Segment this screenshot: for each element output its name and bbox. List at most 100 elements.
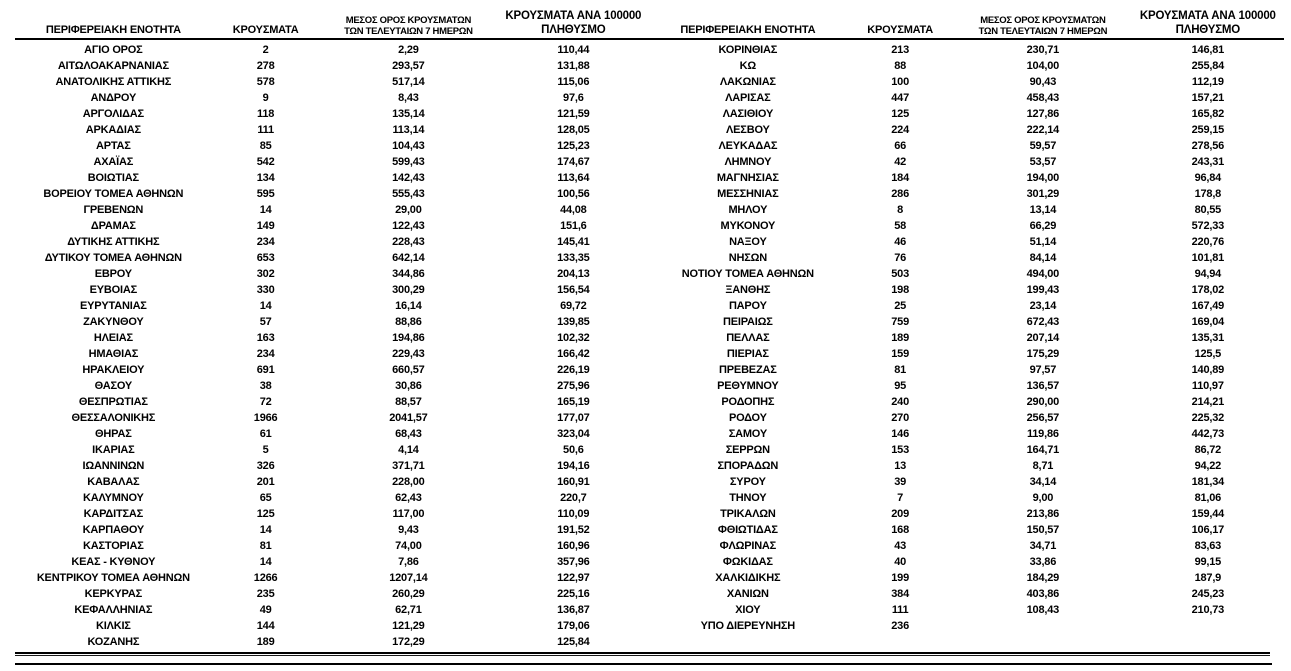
region-cell: ΧΑΝΙΩΝ [726, 588, 769, 600]
avg7-cell: 88,86 [395, 316, 422, 328]
region-cell: ΣΥΡΟΥ [729, 476, 766, 488]
table-row: ΚΑΡΔΙΤΣΑΣ 125 117,00 110,09 [15, 506, 650, 522]
per100k-cell: 113,64 [557, 172, 590, 184]
avg7-cell: 256,57 [1026, 412, 1060, 424]
cases-cell: 61 [259, 428, 272, 440]
cases-cell: 153 [891, 444, 909, 456]
avg7-cell: 642,14 [392, 252, 425, 264]
per100k-cell: 135,31 [1191, 332, 1225, 344]
region-cell: ΙΚΑΡΙΑΣ [92, 444, 135, 456]
per100k-cell: 125,23 [557, 140, 590, 152]
avg7-cell: 136,57 [1026, 380, 1060, 392]
cases-cell: 326 [256, 460, 275, 472]
per100k-cell: 177,07 [557, 412, 590, 424]
table-body-right: ΚΟΡΙΝΘΙΑΣ 213 230,71 146,81 ΚΩ 88 104,00… [650, 40, 1285, 634]
cases-cell: 14 [259, 204, 272, 216]
table-row: ΠΕΛΛΑΣ 189 207,14 135,31 [650, 330, 1285, 346]
avg7-cell: 2041,57 [389, 412, 428, 424]
cases-cell: 144 [256, 620, 275, 632]
avg7-cell: 117,00 [392, 508, 425, 520]
region-cell: ΤΡΙΚΑΛΩΝ [720, 508, 776, 520]
header-region: ΠΕΡΙΦΕΡΕΙΑΚΗ ΕΝΟΤΗΤΑ [45, 24, 181, 36]
per100k-cell: 220,7 [560, 492, 587, 504]
table-row: ΦΘΙΩΤΙΔΑΣ 168 150,57 106,17 [650, 522, 1285, 538]
per100k-cell: 572,33 [1191, 220, 1225, 232]
table-row: ΠΑΡΟΥ 25 23,14 167,49 [650, 298, 1285, 314]
region-cell: ΛΑΚΩΝΙΑΣ [719, 76, 776, 88]
region-cell: ΘΕΣΠΡΩΤΙΑΣ [78, 396, 148, 408]
table-row: ΚΑΒΑΛΑΣ 201 228,00 160,91 [15, 474, 650, 490]
region-cell: ΧΙΟΥ [735, 604, 761, 616]
cases-cell: 146 [891, 428, 909, 440]
region-cell: ΗΛΕΙΑΣ [93, 332, 133, 344]
region-cell: ΓΡΕΒΕΝΩΝ [83, 204, 144, 216]
table-row: ΑΡΓΟΛΙΔΑΣ 118 135,14 121,59 [15, 106, 650, 122]
per100k-cell: 160,96 [557, 540, 590, 552]
cases-cell: 72 [259, 396, 272, 408]
per100k-cell: 112,19 [1191, 76, 1224, 88]
region-cell: ΜΕΣΣΗΝΙΑΣ [717, 188, 779, 200]
avg7-cell: 7,86 [398, 556, 419, 568]
per100k-cell: 165,19 [557, 396, 590, 408]
avg7-cell: 13,14 [1029, 204, 1057, 216]
region-cell: ΡΟΔΟΠΗΣ [721, 396, 775, 408]
avg7-cell: 172,29 [392, 636, 425, 648]
per100k-cell: 80,55 [1194, 204, 1222, 216]
per100k-cell: 156,54 [557, 284, 590, 296]
region-cell: ΡΕΘΥΜΝΟΥ [717, 380, 779, 392]
cases-cell: 43 [894, 540, 907, 552]
avg7-cell: 207,14 [1026, 332, 1060, 344]
avg7-cell: 34,71 [1029, 540, 1057, 552]
per100k-cell: 101,81 [1191, 252, 1225, 264]
region-cell: ΠΑΡΟΥ [728, 300, 767, 312]
avg7-cell: 344,86 [392, 268, 425, 280]
cases-cell: 213 [891, 44, 909, 56]
region-cell: ΒΟΙΩΤΙΑΣ [87, 172, 139, 184]
table-header-left: ΠΕΡΙΦΕΡΕΙΑΚΗ ΕΝΟΤΗΤΑ ΚΡΟΥΣΜΑΤΑ ΜΕΣΟΣ ΟΡΟ… [15, 8, 650, 40]
per100k-cell: 102,32 [557, 332, 590, 344]
cases-cell: 13 [894, 460, 907, 472]
avg7-cell: 84,14 [1029, 252, 1057, 264]
cases-cell: 1966 [253, 412, 278, 424]
region-cell: ΧΑΛΚΙΔΙΚΗΣ [715, 572, 781, 584]
header-cases: ΚΡΟΥΣΜΑΤΑ [232, 24, 299, 36]
region-cell: ΡΟΔΟΥ [728, 412, 767, 424]
region-cell: ΞΑΝΘΗΣ [725, 284, 771, 296]
table-row: ΜΕΣΣΗΝΙΑΣ 286 301,29 178,8 [650, 186, 1285, 202]
per100k-cell: 140,89 [1191, 364, 1225, 376]
region-cell: ΚΕΝΤΡΙΚΟΥ ΤΟΜΕΑ ΑΘΗΝΩΝ [36, 572, 190, 584]
table-row: ΑΓΙΟ ΟΡΟΣ 2 2,29 110,44 [15, 42, 650, 58]
avg7-cell: 199,43 [1026, 284, 1060, 296]
avg7-cell: 555,43 [392, 188, 425, 200]
header-region: ΠΕΡΙΦΕΡΕΙΑΚΗ ΕΝΟΤΗΤΑ [680, 24, 816, 36]
avg7-cell: 104,43 [392, 140, 425, 152]
region-cell: ΝΑΞΟΥ [729, 236, 767, 248]
per100k-cell: 50,6 [563, 444, 584, 456]
table-row: ΛΕΣΒΟΥ 224 222,14 259,15 [650, 122, 1285, 138]
table-row: ΕΒΡΟΥ 302 344,86 204,13 [15, 266, 650, 282]
avg7-cell: 229,43 [392, 348, 425, 360]
per100k-cell: 110,09 [557, 508, 590, 520]
header-per100k-line1: ΚΡΟΥΣΜΑΤΑ ΑΝΑ 100000 [505, 10, 642, 22]
table-row: ΣΕΡΡΩΝ 153 164,71 86,72 [650, 442, 1285, 458]
per100k-cell: 139,85 [557, 316, 590, 328]
region-cell: ΠΕΙΡΑΙΩΣ [723, 316, 773, 328]
table-row: ΚΙΛΚΙΣ 144 121,29 179,06 [15, 618, 650, 634]
table-row: ΠΡΕΒΕΖΑΣ 81 97,57 140,89 [650, 362, 1285, 378]
table-row: ΚΑΛΥΜΝΟΥ 65 62,43 220,7 [15, 490, 650, 506]
avg7-cell: 9,00 [1032, 492, 1054, 504]
table-row: ΝΗΣΩΝ 76 84,14 101,81 [650, 250, 1285, 266]
table-row: ΚΕΝΤΡΙΚΟΥ ΤΟΜΕΑ ΑΘΗΝΩΝ 1266 1207,14 122,… [15, 570, 650, 586]
per100k-cell: 226,19 [557, 364, 590, 376]
cases-cell: 653 [256, 252, 275, 264]
region-cell: ΠΡΕΒΕΖΑΣ [719, 364, 777, 376]
region-cell: ΑΙΤΩΛΟΑΚΑΡΝΑΝΙΑΣ [57, 60, 169, 72]
region-cell: ΠΕΛΛΑΣ [726, 332, 770, 344]
table-row: ΤΗΝΟΥ 7 9,00 81,06 [650, 490, 1285, 506]
cases-cell: 85 [259, 140, 272, 152]
cases-cell: 149 [256, 220, 275, 232]
per100k-cell: 278,56 [1191, 140, 1225, 152]
region-cell: ΕΒΡΟΥ [94, 268, 132, 280]
avg7-cell: 301,29 [1026, 188, 1060, 200]
region-cell: ΕΥΒΟΙΑΣ [89, 284, 138, 296]
